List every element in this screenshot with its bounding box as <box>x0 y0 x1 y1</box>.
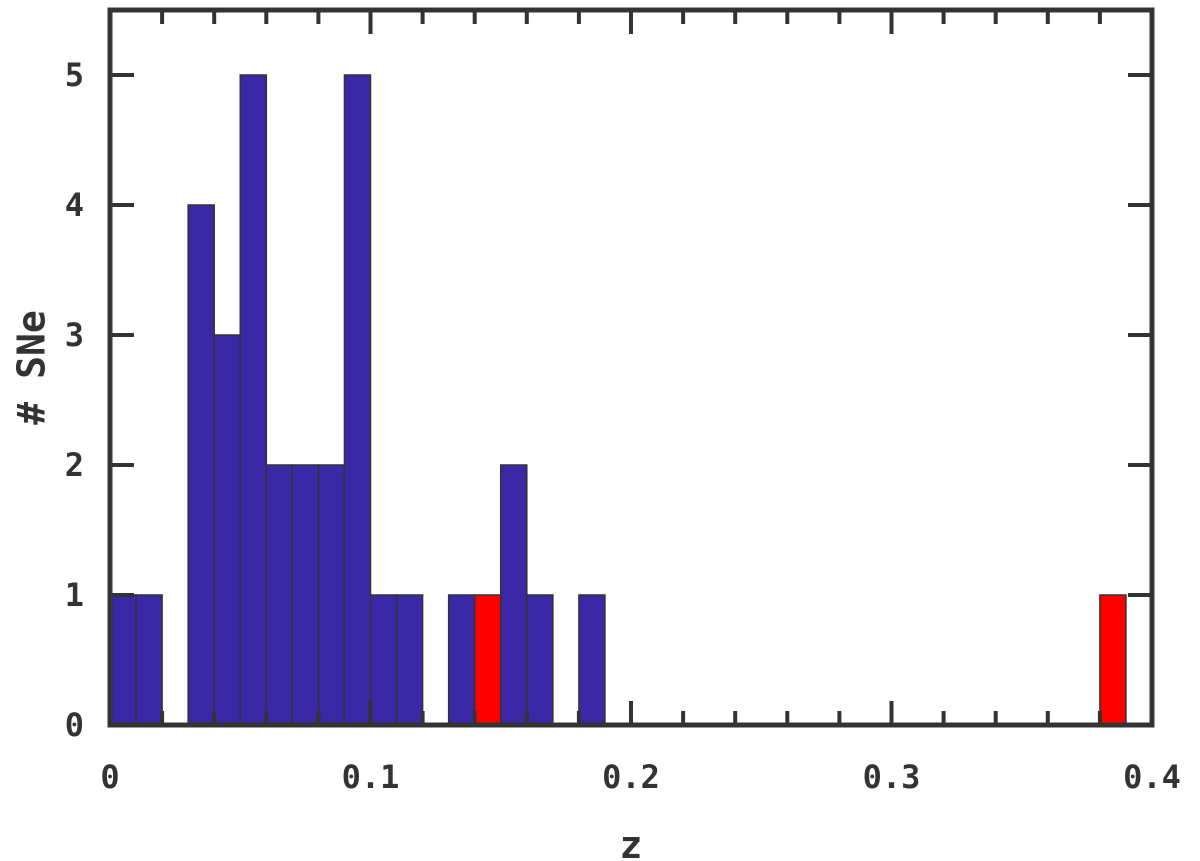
y-tick-labels: 0 1 2 3 4 5 <box>65 56 84 744</box>
bar-series0-bin-0.07 <box>291 464 320 726</box>
y-tick-label: 1 <box>65 576 84 614</box>
x-tick-label: 0.2 <box>602 758 660 796</box>
y-axis-label: # SNe <box>10 310 54 424</box>
x-tick-label: 0.3 <box>863 758 921 796</box>
bar-series0-bin-0.04 <box>213 334 241 726</box>
x-tick-label: 0 <box>100 758 119 796</box>
bar-series1-bin-0.38 <box>1099 594 1127 726</box>
tick-marks <box>108 10 1154 727</box>
bar-series0-bin-0.16 <box>526 594 554 726</box>
bar-series0-bin-0 <box>109 594 137 726</box>
x-tick-labels: 0 0.1 0.2 0.3 0.4 <box>100 758 1181 796</box>
plot-frame <box>107 7 1155 728</box>
bar-series0-bin-0.18 <box>578 594 606 726</box>
x-tick-label: 0.4 <box>1123 758 1181 796</box>
bar-series0-bin-0.05 <box>239 74 268 726</box>
bar-series0-bin-0.13 <box>447 594 476 726</box>
y-tick-label: 3 <box>65 316 84 354</box>
bar-series0-bin-0.01 <box>135 594 163 726</box>
bar-series1-bin-0.14 <box>473 594 502 726</box>
y-tick-label: 5 <box>65 56 84 94</box>
bar-series0-bin-0.09 <box>343 74 372 726</box>
x-tick-label: 0.1 <box>342 758 400 796</box>
y-tick-label: 4 <box>65 186 84 224</box>
x-axis-label: z <box>620 823 643 861</box>
bar-series0-bin-0.15 <box>500 464 528 726</box>
bar-series0-bin-0.08 <box>317 464 346 726</box>
y-tick-label: 0 <box>65 706 84 744</box>
bar-series0-bin-0.11 <box>395 594 424 726</box>
bar-series0-bin-0.03 <box>187 204 215 726</box>
y-tick-label: 2 <box>65 446 84 484</box>
bar-series0-bin-0.06 <box>265 464 294 726</box>
bar-series0-bin-0.1 <box>369 594 398 726</box>
